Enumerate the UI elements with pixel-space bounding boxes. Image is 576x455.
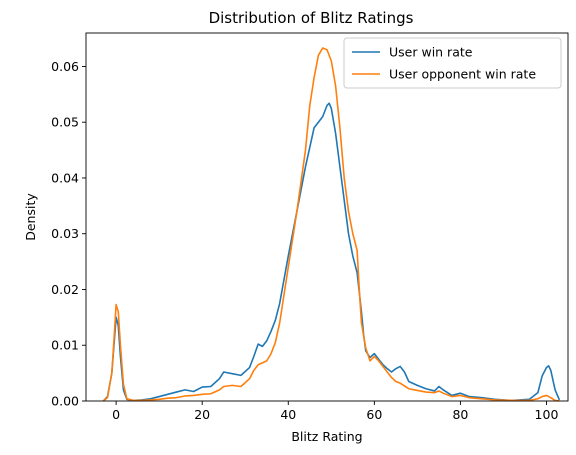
x-tick-label: 100 (535, 407, 559, 422)
chart-title: Distribution of Blitz Ratings (209, 9, 414, 27)
x-tick-label: 40 (280, 407, 296, 422)
y-axis-label: Density (23, 193, 38, 241)
y-tick-label: 0.01 (51, 338, 79, 353)
x-tick-label: 60 (366, 407, 382, 422)
y-tick-label: 0.03 (51, 226, 79, 241)
y-tick-label: 0.00 (51, 394, 79, 409)
x-tick-label: 0 (112, 407, 120, 422)
legend-label: User opponent win rate (389, 67, 536, 82)
y-axis-ticks: 0.00 0.01 0.02 0.03 0.04 0.05 0.06 (51, 59, 86, 409)
plot-area: 0 20 40 60 80 100 0.000.010.020.030.040.050.0… (51, 32, 569, 422)
plot-frame (85, 32, 569, 402)
x-axis-ticks: 0 20 40 60 80 100 (112, 401, 558, 422)
legend-label: User win rate (389, 45, 473, 60)
x-tick-label: 80 (452, 407, 468, 422)
series-line-2 (102, 47, 560, 402)
y-tick-label: 0.06 (51, 59, 79, 74)
y-tick-label: 0.04 (51, 170, 79, 185)
y-tick-label: 0.02 (51, 282, 79, 297)
x-tick-label: 20 (194, 407, 210, 422)
series-layer (102, 47, 561, 402)
legend-box (343, 37, 562, 89)
legend: User win rate User opponent win rate (343, 37, 562, 89)
y-tick-label: 0.05 (51, 115, 79, 130)
x-axis-label: Blitz Rating (291, 429, 362, 444)
series-line-1 (102, 102, 561, 402)
